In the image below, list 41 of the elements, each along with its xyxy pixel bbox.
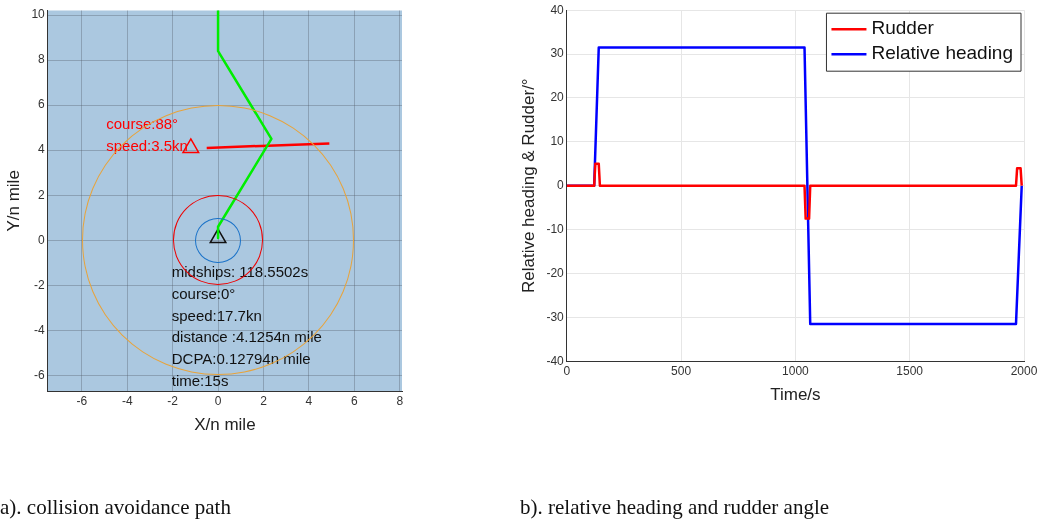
x-tick-label: 0 xyxy=(214,393,222,408)
text: a). collision avoidance path xyxy=(0,495,231,520)
x-tick-label: 1500 xyxy=(896,363,924,378)
y-axis-title: Relative heading & Rudder/° xyxy=(518,78,538,294)
y-tick-label: -20 xyxy=(546,265,565,280)
y-tick-label: 0 xyxy=(557,178,565,193)
y-tick-label: 40 xyxy=(550,2,565,17)
annotation: course:0° xyxy=(171,285,236,303)
legend-label: Relative heading xyxy=(871,42,1013,64)
y-tick-label: 6 xyxy=(38,97,46,112)
x-tick-label: 8 xyxy=(396,393,404,408)
y-tick-label: 0 xyxy=(38,232,46,247)
annotation: speed:17.7kn xyxy=(171,306,262,324)
x-tick-label: 500 xyxy=(671,363,692,378)
y-axis-title: Y/n mile xyxy=(3,170,23,232)
y-tick-label: -10 xyxy=(546,221,565,236)
y-tick-label: -4 xyxy=(34,322,46,337)
y-tick-label: 4 xyxy=(38,142,46,157)
y-tick-label: 10 xyxy=(550,134,565,149)
y-tick-label: 8 xyxy=(38,52,46,67)
y-tick-label: -40 xyxy=(546,353,565,368)
legend-label: Rudder xyxy=(871,17,935,39)
y-tick-label: 20 xyxy=(550,90,565,105)
annotation: DCPA:0.12794n mile xyxy=(171,350,311,368)
x-tick-label: -6 xyxy=(76,393,88,408)
x-axis-title: X/n mile xyxy=(194,415,256,435)
y-tick-label: -2 xyxy=(34,277,46,292)
annotation: time:15s xyxy=(171,371,229,389)
x-tick-label: 6 xyxy=(350,393,358,408)
y-tick-label: -30 xyxy=(546,309,565,324)
y-tick-label: 2 xyxy=(38,187,46,202)
x-tick-label: -4 xyxy=(121,393,133,408)
y-tick-label: 10 xyxy=(31,7,46,22)
y-tick-label: 30 xyxy=(550,46,565,61)
x-tick-label: -2 xyxy=(167,393,179,408)
x-tick-label: 2 xyxy=(260,393,268,408)
x-tick-label: 2000 xyxy=(1010,363,1038,378)
text: b). relative heading and rudder angle xyxy=(520,495,830,520)
x-tick-label: 1000 xyxy=(782,363,810,378)
x-axis-title: Time/s xyxy=(770,385,821,405)
x-tick-label: 4 xyxy=(305,393,313,408)
